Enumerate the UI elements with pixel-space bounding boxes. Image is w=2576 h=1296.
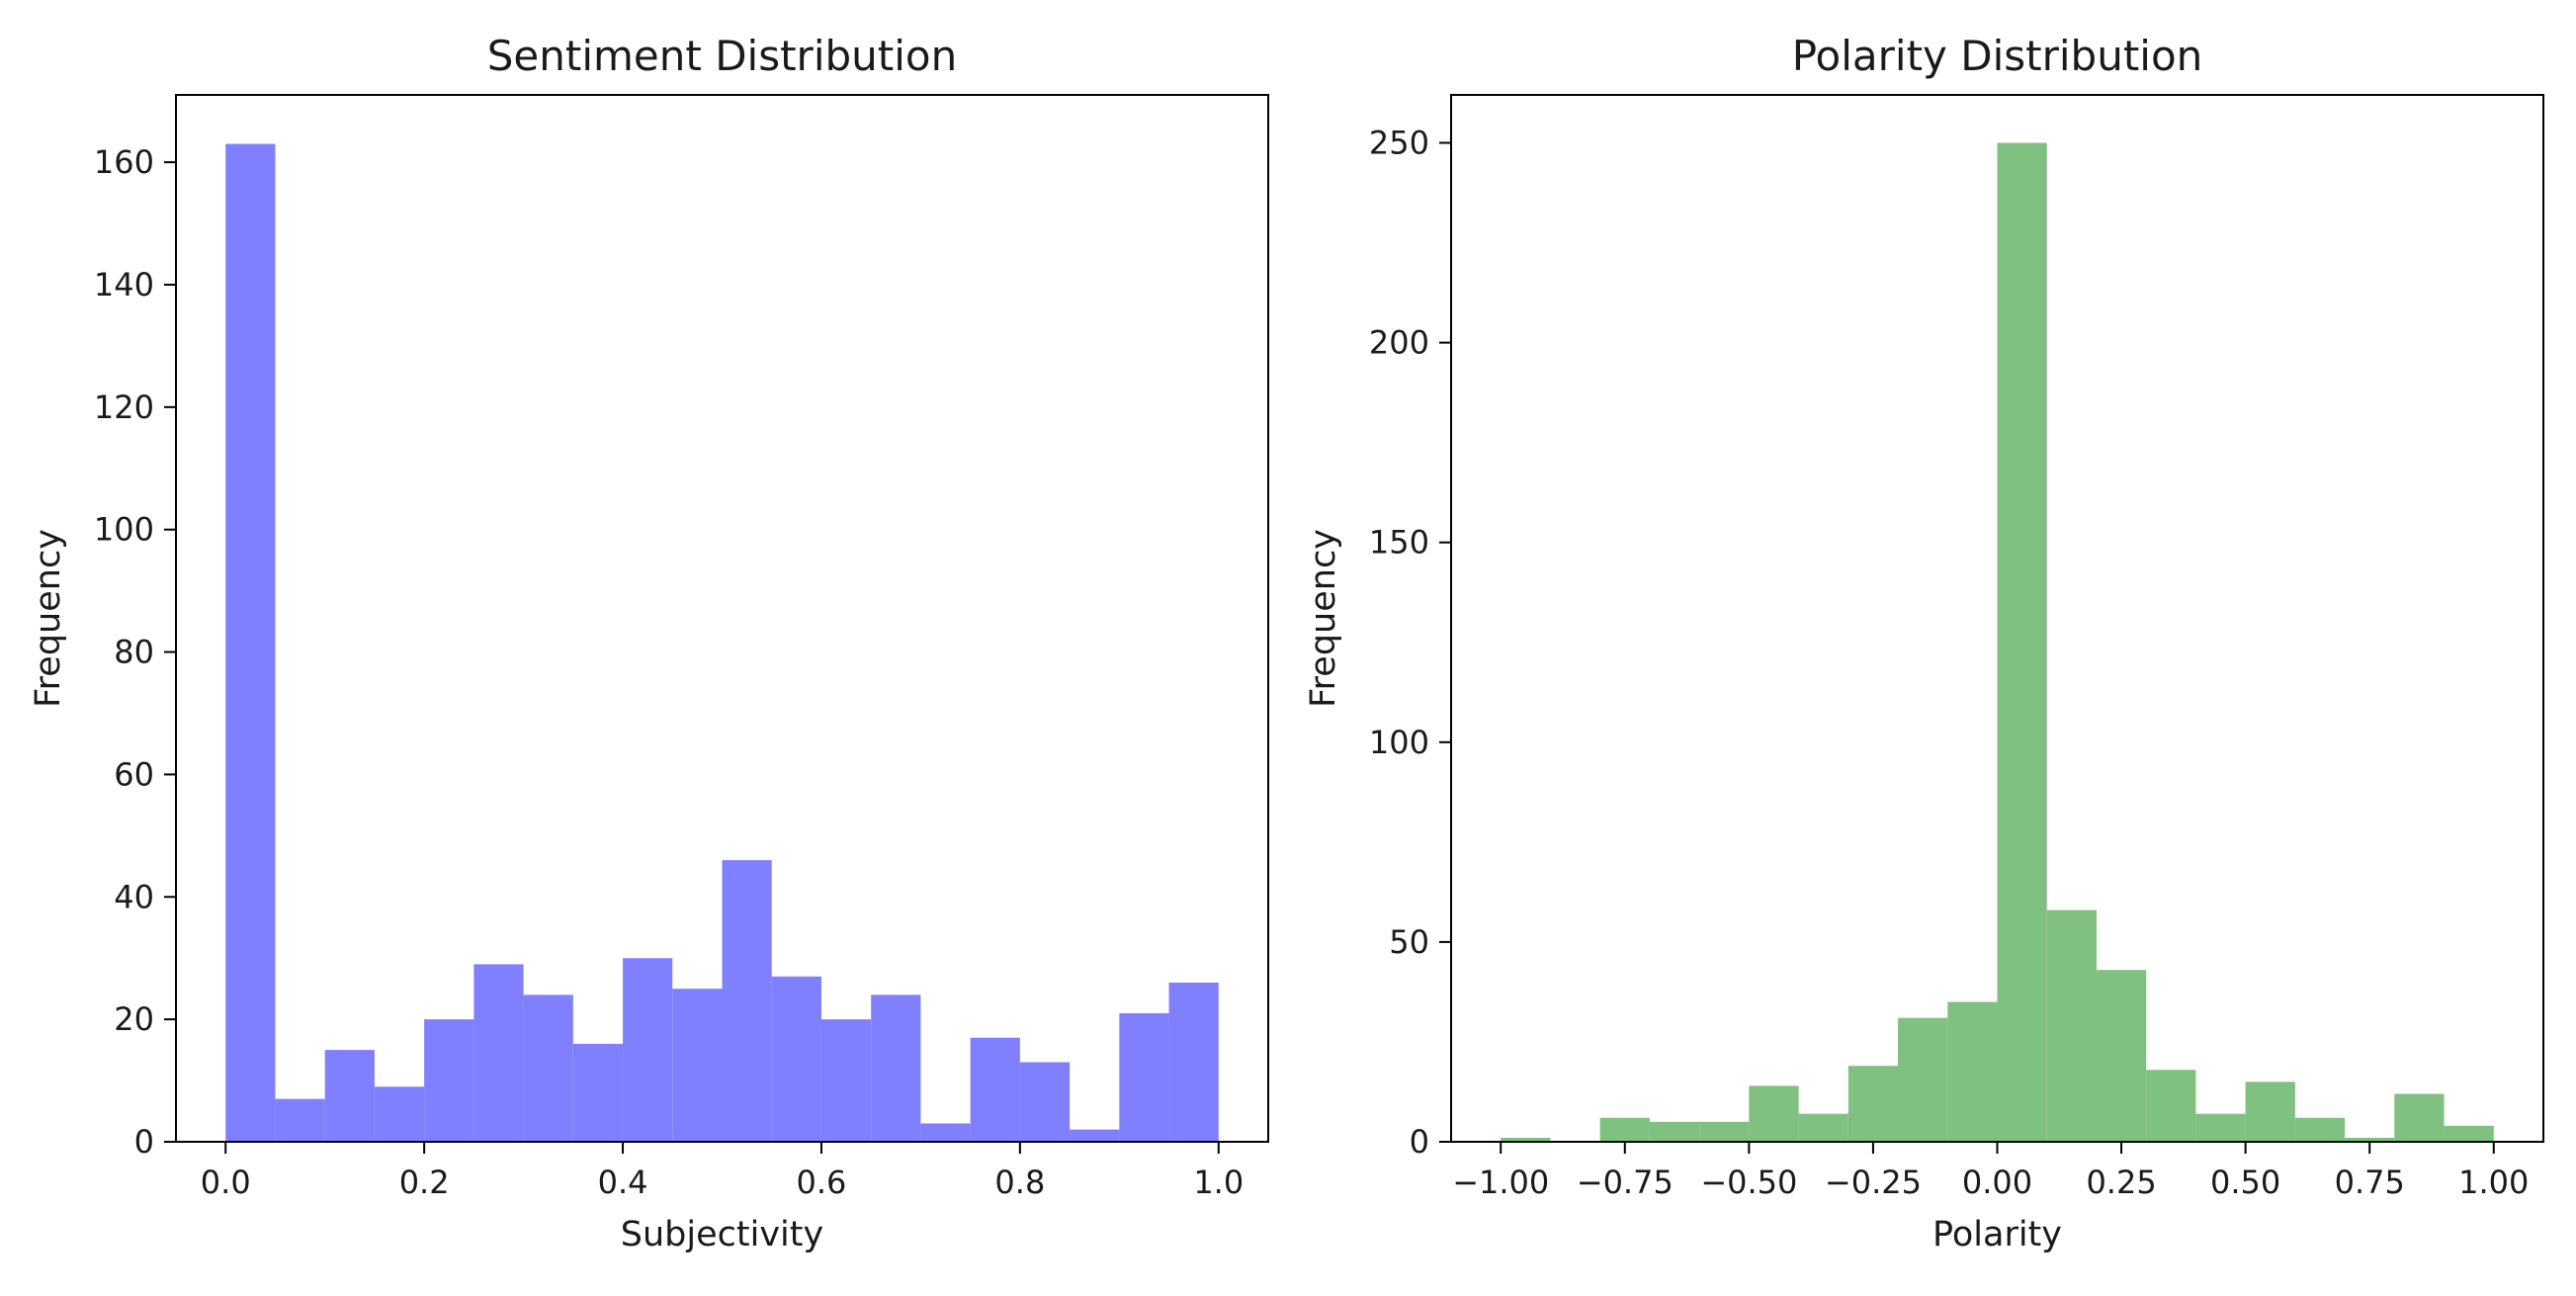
- y-tick-label: 200: [1369, 324, 1429, 362]
- histogram-bar: [2096, 970, 2147, 1142]
- histogram-bar: [374, 1086, 425, 1142]
- y-tick-label: 60: [114, 755, 154, 793]
- x-tick-label: 0.4: [598, 1164, 648, 1201]
- x-tick-label: 0.2: [399, 1164, 450, 1201]
- histogram-bar: [2444, 1125, 2494, 1142]
- x-tick-label: 1.00: [2458, 1164, 2529, 1201]
- x-axis-label: Polarity: [1932, 1215, 2062, 1254]
- histogram-bar: [1847, 1066, 1899, 1142]
- chart-title: Polarity Distribution: [1792, 32, 2203, 80]
- x-tick-label: 0.50: [2210, 1164, 2280, 1201]
- x-axis-label: Subjectivity: [621, 1215, 823, 1254]
- histogram-bar: [2394, 1093, 2445, 1142]
- histogram-bar: [572, 1043, 624, 1142]
- histogram-bar: [1798, 1113, 1848, 1142]
- plot-frame: [175, 94, 1269, 1143]
- histogram-bar: [225, 143, 276, 1143]
- histogram-bar: [920, 1123, 971, 1142]
- histogram-bar: [1019, 1062, 1071, 1142]
- y-tick-label: 0: [134, 1123, 154, 1161]
- y-tick-label: 150: [1369, 524, 1429, 562]
- histogram-bar: [970, 1037, 1020, 1142]
- histogram-bar: [1070, 1129, 1120, 1142]
- y-tick-label: 100: [94, 511, 154, 549]
- y-tick-label: 120: [94, 389, 154, 426]
- histogram-bar: [2245, 1081, 2295, 1142]
- histogram-bar: [623, 958, 673, 1142]
- y-tick-label: 140: [94, 266, 154, 303]
- histogram-bar: [473, 964, 524, 1142]
- plot-frame: [1450, 94, 2544, 1143]
- x-tick-label: 0.0: [201, 1164, 251, 1201]
- sentiment-distribution-chart: 0.0 0.2 0.4 0.6 0.8 1.0020406080100120140160 …: [29, 32, 1269, 1254]
- y-tick-label: 50: [1389, 923, 1429, 961]
- histogram-bar: [722, 860, 772, 1142]
- x-tick-label: 0.25: [2086, 1164, 2156, 1201]
- x-tick-label: 1.0: [1193, 1164, 1244, 1201]
- y-tick-label: 250: [1369, 125, 1429, 162]
- y-tick-label: 0: [1410, 1123, 1429, 1161]
- y-axis-label: Frequency: [1304, 529, 1343, 708]
- chart-title: Sentiment Distribution: [487, 32, 957, 80]
- histogram-bar: [1699, 1121, 1750, 1142]
- histogram-bar: [820, 1019, 872, 1142]
- histogram-bar: [1947, 1001, 1998, 1142]
- histogram-bar: [275, 1098, 325, 1142]
- histogram-bar: [324, 1050, 375, 1142]
- x-tick-label: −0.50: [1700, 1164, 1797, 1201]
- x-tick-label: −1.00: [1452, 1164, 1549, 1201]
- histogram-bar: [1898, 1017, 1948, 1142]
- histogram-bar: [523, 994, 573, 1142]
- histogram-bar: [2046, 909, 2097, 1142]
- y-tick-label: 80: [114, 634, 154, 671]
- y-tick-label: 40: [114, 878, 154, 915]
- histogram-bar: [771, 976, 821, 1142]
- x-tick-label: 0.6: [797, 1164, 847, 1201]
- y-tick-label: 100: [1369, 724, 1429, 761]
- x-tick-label: 0.00: [1962, 1164, 2032, 1201]
- histogram-bar: [1749, 1085, 1799, 1142]
- histogram-bar: [2195, 1113, 2246, 1142]
- histogram-bar: [424, 1019, 474, 1142]
- histogram-bar: [1997, 142, 2047, 1143]
- histogram-bar: [871, 994, 921, 1142]
- histogram-bar: [2146, 1070, 2196, 1142]
- histogram-bar: [672, 989, 723, 1142]
- x-tick-label: 0.75: [2335, 1164, 2405, 1201]
- histogram-bar: [1599, 1117, 1650, 1142]
- histogram-bar: [2294, 1117, 2346, 1142]
- x-tick-label: −0.25: [1825, 1164, 1922, 1201]
- y-tick-label: 20: [114, 1000, 154, 1038]
- y-tick-label: 160: [94, 143, 154, 181]
- histogram-bar: [1501, 1137, 1551, 1142]
- histogram-bar: [1168, 982, 1219, 1142]
- histogram-bar: [2345, 1137, 2395, 1142]
- histogram-bar: [1119, 1012, 1169, 1142]
- x-tick-label: −0.75: [1577, 1164, 1674, 1201]
- polarity-distribution-chart: −1.00 −0.75 −0.50 −0.25 0.00 0.25 0.50 0.75 1.00…: [1304, 32, 2544, 1254]
- x-tick-label: 0.8: [994, 1164, 1045, 1201]
- histogram-bar: [1649, 1121, 1700, 1142]
- y-axis-label: Frequency: [29, 529, 68, 708]
